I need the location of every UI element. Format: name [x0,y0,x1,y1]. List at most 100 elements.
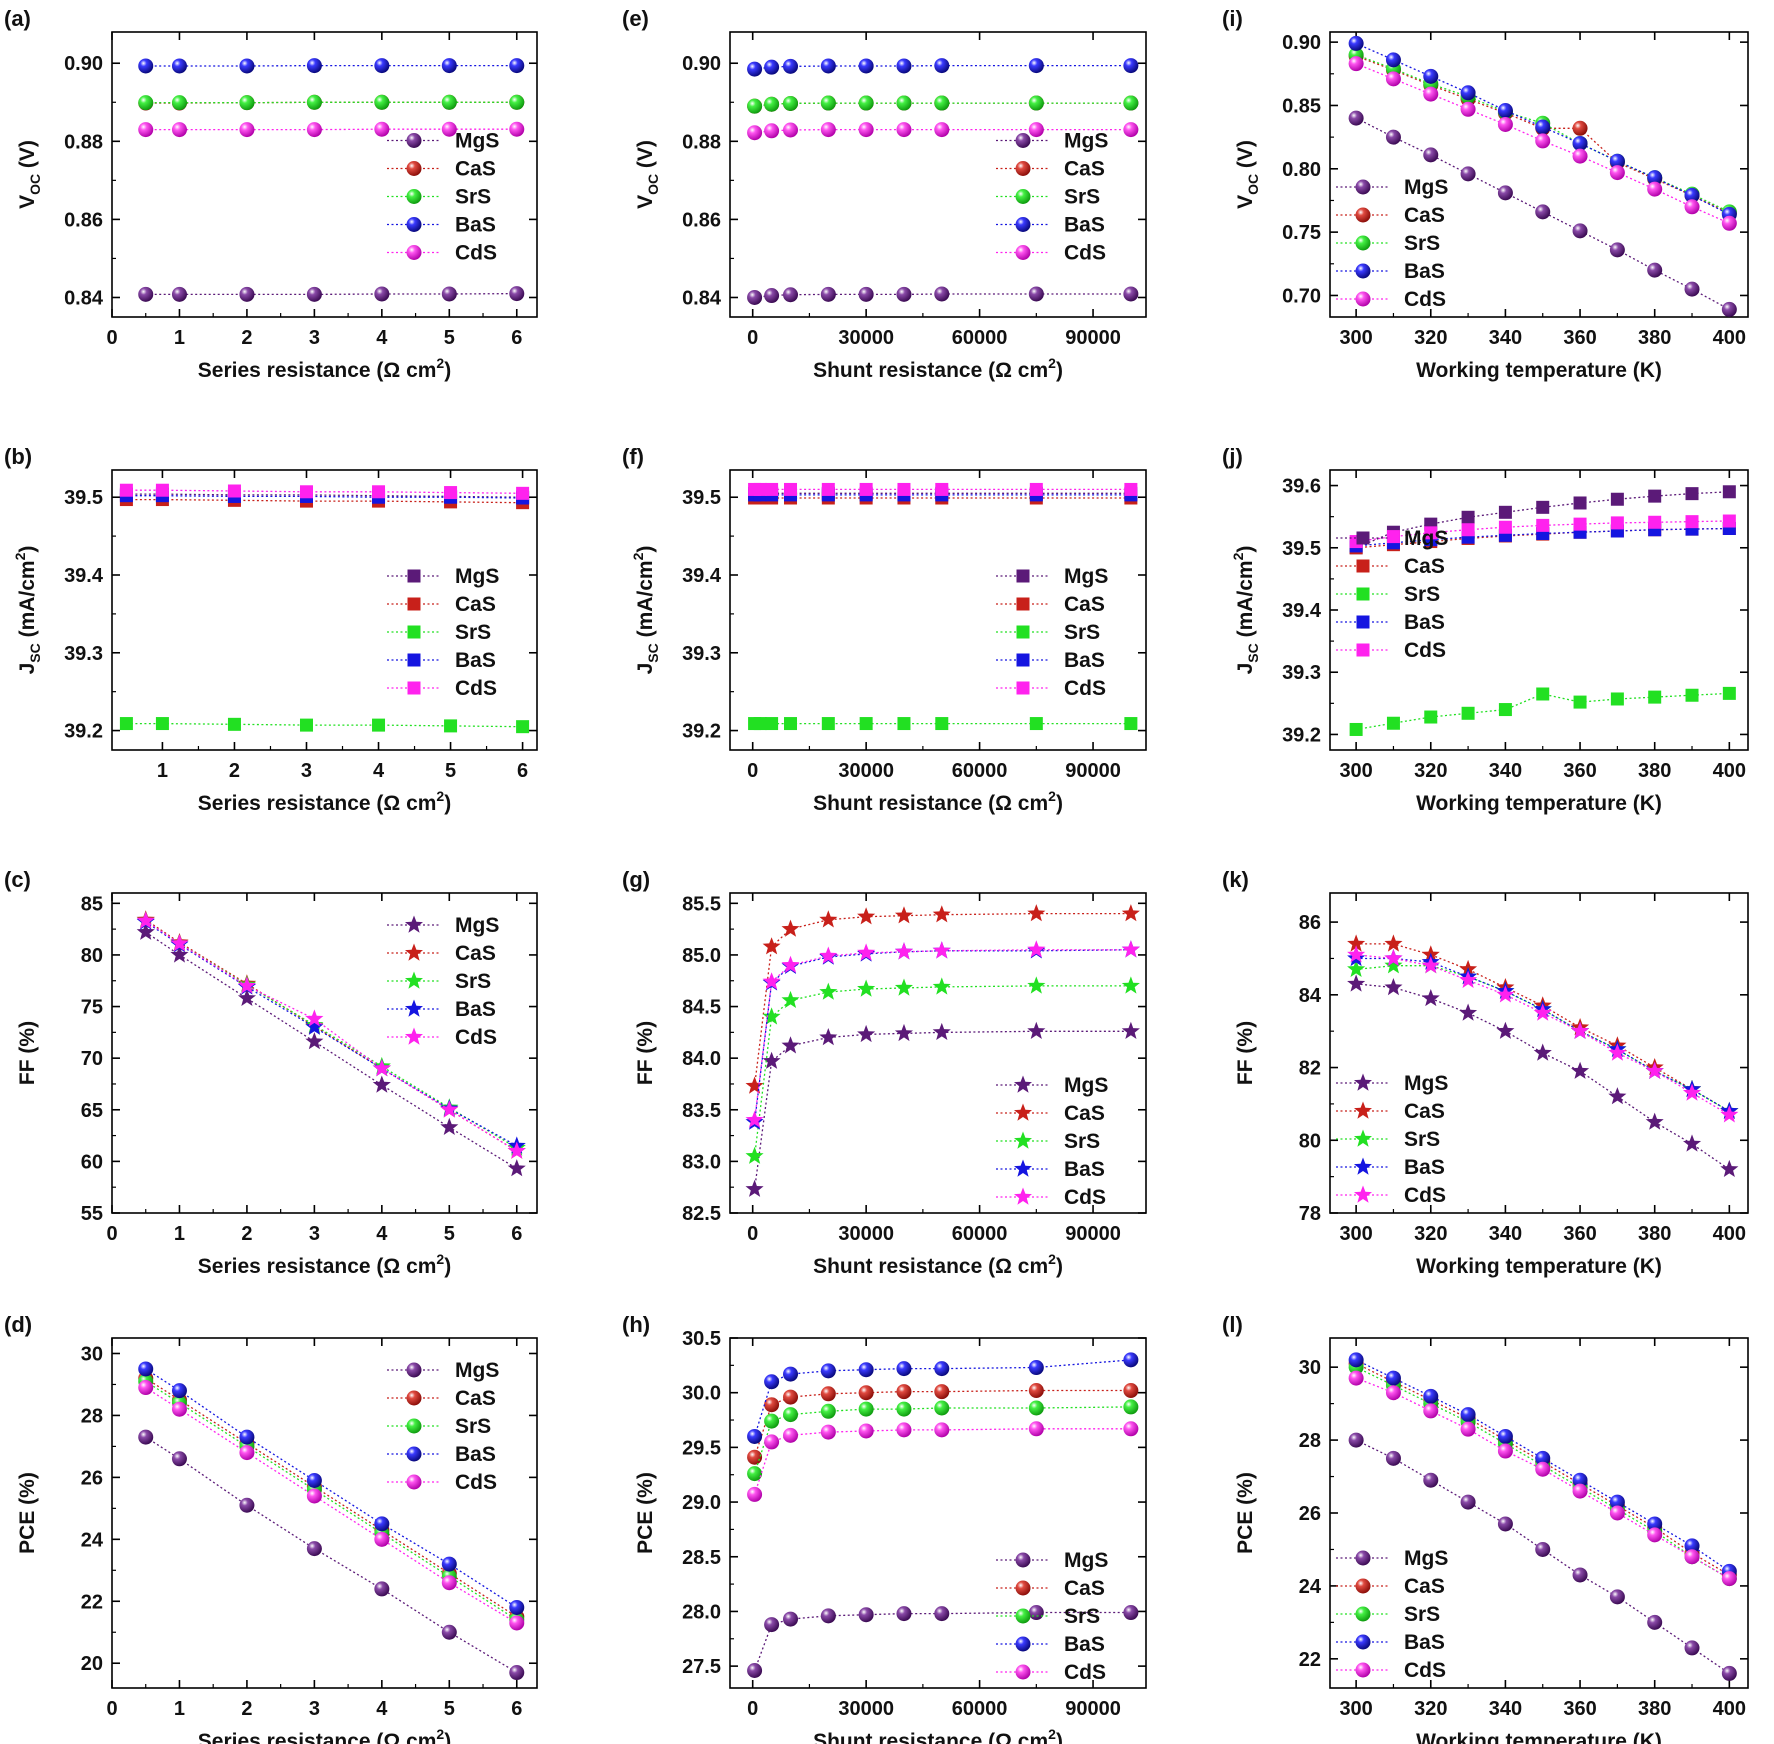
x-tick-label: 30000 [838,760,894,782]
y-tick-label: 26 [1299,1503,1321,1525]
y-tick-label: 30.5 [682,1328,721,1350]
legend-label-CdS: CdS [1064,677,1106,700]
data-point-CdS [897,482,911,496]
y-tick-label: 39.4 [64,565,104,587]
legend: MgS CaS SrS BaS CdS [1336,1072,1448,1207]
x-axis-label: Series resistance (Ω cm2) [198,1726,451,1744]
plot-frame [729,469,1147,751]
data-point-SrS [516,720,530,734]
data-point-SrS [1610,692,1624,706]
x-tick-label: 5 [445,760,456,782]
label-part: Series resistance (Ω cm [198,792,437,815]
data-point-CdS [783,122,799,138]
data-point-CdS [1608,1043,1627,1061]
legend-marker-CaS [407,597,421,611]
data-point-CdS [1610,516,1624,530]
plot-frame [1329,31,1749,318]
y-tick-label: 70 [81,1048,103,1070]
x-tick-label: 320 [1414,1223,1447,1245]
data-point-SrS [765,717,779,731]
label-part: ) [634,546,657,553]
legend-label-BaS: BaS [455,998,496,1021]
x-tick-label: 380 [1638,1223,1671,1245]
x-tick-label: 380 [1638,1698,1671,1720]
y-tick-label: 83.0 [682,1151,721,1173]
label-part: ) [1056,1255,1063,1278]
data-point-SrS [171,95,187,111]
legend-marker-CaS [1016,597,1030,611]
legend-label-CaS: CaS [455,942,496,965]
x-axis-label: Working temperature (K) [1416,1730,1662,1744]
legend-label-SrS: SrS [1404,1128,1440,1151]
x-axis-label: Working temperature (K) [1416,1255,1662,1278]
legend-label-BaS: BaS [1404,260,1445,283]
label-part: J [1234,663,1257,675]
data-point-SrS [820,1403,836,1419]
data-point-SrS [935,717,949,731]
y-tick-label: 0.90 [64,53,103,75]
label-part: J [16,663,39,675]
series-line-CdS [1356,954,1730,1116]
y-tick-label: 39.2 [1282,724,1321,746]
data-point-MgS [932,1022,951,1040]
x-tick-label: 0 [747,760,758,782]
x-tick-label: 300 [1339,327,1372,349]
data-point-SrS [1347,959,1366,977]
y-axis-label: FF (%) [1234,1021,1257,1085]
data-point-SrS [762,1007,781,1025]
data-point-MgS [138,1429,154,1445]
panel-label: (h) [622,1312,650,1337]
label-part: FF (%) [1234,1021,1257,1085]
data-point-MgS [896,1606,912,1622]
data-point-BaS [1647,170,1663,186]
series-line-SrS [1355,1366,1730,1580]
panel-label: (a) [4,6,31,31]
data-point-CdS [1497,1443,1513,1459]
x-tick-label: 2 [241,327,252,349]
data-point-SrS [1536,687,1550,701]
label-part: SC [1245,643,1261,662]
data-point-CaS [1028,1383,1044,1398]
y-tick-label: 28 [81,1405,103,1427]
data-point-CdS [444,486,458,500]
x-tick-label: 380 [1638,760,1671,782]
x-tick-label: 30000 [838,1698,894,1720]
data-point-CdS [1647,1527,1663,1543]
data-point-MgS [745,1179,764,1197]
legend-label-CaS: CaS [1404,1575,1445,1598]
data-point-BaS [239,1429,255,1445]
series-line-BaS [1356,527,1730,547]
data-point-BaS [820,58,836,74]
y-tick-label: 39.2 [64,721,103,743]
x-axis-label: Shunt resistance (Ω cm2) [813,1251,1063,1278]
legend-marker-MgS [1014,1075,1032,1093]
plot-frame [1329,892,1749,1214]
data-point-CdS [821,482,835,496]
data-point-BaS [747,61,763,77]
data-point-CdS [1347,945,1366,963]
legend-label-SrS: SrS [1404,583,1440,606]
legend-marker-MgS [1015,133,1031,148]
x-tick-label: 340 [1489,1223,1522,1245]
legend-label-CaS: CaS [1064,593,1105,616]
chart-panel-i: (i) 300 320 340 360 380 400 0.70 0.75 0.80 0.85 0.9… [1222,6,1749,382]
series-line-MgS [145,292,517,296]
panel-label: (g) [622,867,650,892]
label-part: ) [1056,792,1063,815]
data-point-SrS [1123,95,1139,111]
data-point-BaS [1609,1494,1625,1510]
data-point-CdS [1028,1421,1044,1437]
legend-marker-CdS [1355,291,1371,307]
legend-marker-CaS [1014,1103,1032,1121]
data-point-SrS [374,94,390,110]
y-axis-label: JSC (mA/cm2) [1230,546,1261,675]
legend-label-CaS: CaS [1404,555,1445,578]
data-point-CdS [1461,523,1475,537]
data-point-SrS [858,1401,874,1417]
data-point-SrS [1498,703,1512,717]
x-tick-label: 0 [747,327,758,349]
data-point-MgS [1648,489,1662,503]
legend-marker-MgS [407,569,421,583]
data-point-BaS [306,1472,322,1488]
x-axis-label: Series resistance (Ω cm2) [198,788,451,815]
